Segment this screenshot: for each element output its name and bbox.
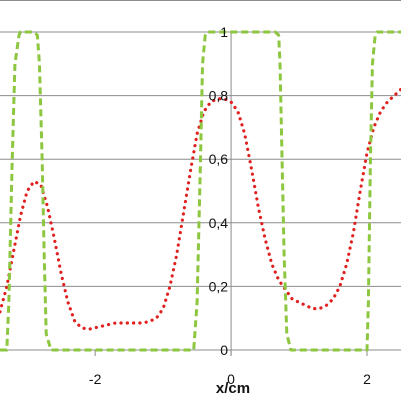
y-tick-label: 1 [220, 24, 228, 40]
axes [94, 32, 368, 356]
x-tick-label: 0 [227, 371, 235, 387]
y-tick-label: 0 [220, 342, 228, 358]
y-tick-label: 0,4 [209, 215, 229, 231]
dashed-series-line [0, 30, 401, 352]
y-tick-labels: 0 0,2 0,4 0,6 0,8 1 [209, 24, 229, 358]
x-tick-label: 2 [363, 371, 371, 387]
series-group [0, 30, 401, 352]
x-axis-title: x/cm [216, 380, 250, 397]
x-tick-labels: -2 0 2 [89, 371, 371, 387]
y-tick-label: 0,2 [209, 278, 229, 294]
y-tick-label: 0,6 [209, 151, 229, 167]
x-tick-label: -2 [89, 371, 102, 387]
y-tick-label: 0,8 [209, 88, 229, 104]
